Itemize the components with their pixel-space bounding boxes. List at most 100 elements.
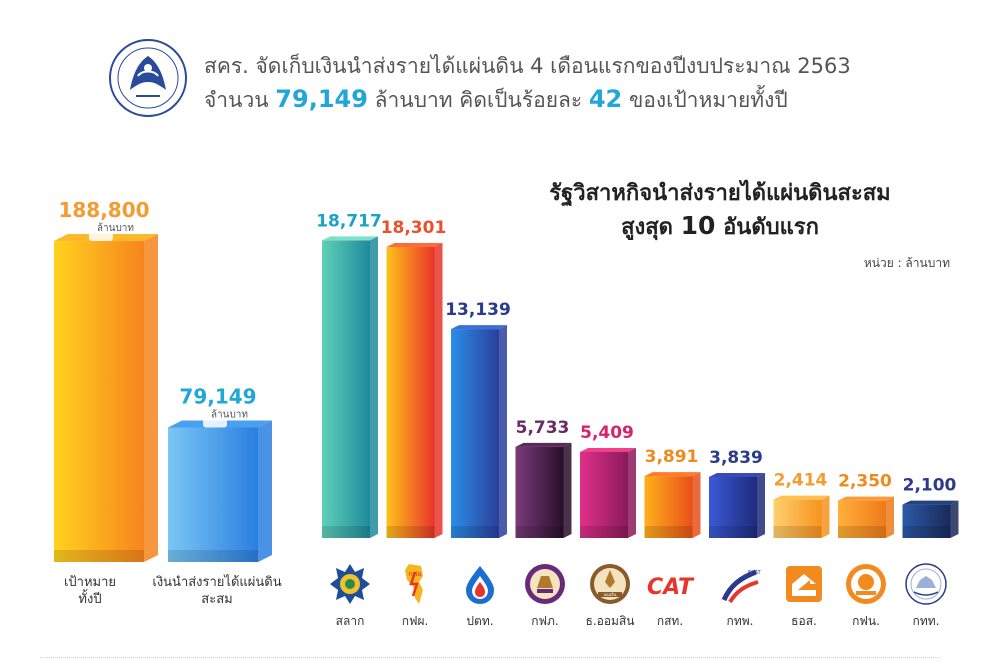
chart-title-pre: สูงสุด — [621, 215, 673, 240]
bar-side — [563, 442, 572, 538]
bar-base-shade — [451, 526, 499, 538]
top10-bar-1 — [386, 243, 443, 538]
bar-side — [144, 234, 158, 563]
logo-cell-pea: กฟภ. — [517, 562, 573, 631]
left-bar-1 — [168, 420, 272, 562]
mea-logo-icon — [846, 564, 886, 604]
bar-side — [499, 325, 507, 538]
cat-logo-text: CAT — [647, 575, 695, 600]
logo-name: กทท. — [912, 614, 940, 628]
collected-label-line-1: เงินนำส่งรายได้แผ่นดิน — [152, 575, 282, 590]
bar-base-shade — [838, 526, 886, 538]
logo-cell-gsb: ออมสิน ธ.ออมสิน — [582, 562, 638, 631]
ghb-logo-icon — [786, 566, 822, 602]
logo-name: ปตท. — [466, 614, 494, 628]
bar-side — [692, 472, 701, 538]
collected-label: เงินนำส่งรายได้แผ่นดิน สะสม — [152, 574, 282, 608]
bar-top — [644, 472, 701, 477]
chart-title-post: อันดับแรก — [723, 215, 819, 240]
left-bar-unit-label: ล้านบาท — [211, 408, 248, 420]
bar-front — [451, 329, 499, 538]
bar-side — [886, 496, 894, 538]
top10-bar-5 — [644, 472, 701, 538]
bar-side — [434, 243, 443, 538]
logo-cell-ptt: ปตท. — [452, 562, 508, 631]
logo-cell-pat: กทท. — [898, 562, 954, 631]
logo-name: สลาก — [335, 614, 365, 628]
target-label-line-2: ทั้งปี — [78, 592, 102, 607]
top10-bar-value-label: 5,409 — [580, 423, 634, 443]
bar-base-shade — [580, 526, 628, 538]
logo-cell-lottery: สลาก — [322, 562, 378, 631]
bar-side — [950, 500, 959, 538]
logo-cell-ghb: ธอส. — [776, 562, 832, 631]
bar-front — [902, 504, 951, 538]
bar-base-shade — [322, 526, 370, 538]
bar-front — [709, 476, 757, 538]
bar-top — [709, 472, 765, 477]
chart-title-num: 10 — [680, 211, 716, 240]
bar-base-shade — [515, 526, 564, 538]
logo-cell-cat: CAT กสท. — [637, 562, 703, 631]
headline-post: ของเป้าหมายทั้งปี — [628, 88, 788, 112]
ptt-logo-icon — [466, 566, 494, 604]
top10-bar-2 — [451, 325, 507, 538]
headline-line-2: จำนวน 79,149 ล้านบาท คิดเป็นร้อยละ 42 ขอ… — [204, 84, 788, 117]
top10-bar-value-label: 2,100 — [903, 476, 957, 496]
left-bar-unit-label: ล้านบาท — [97, 222, 134, 234]
cat-logo-icon: CAT — [647, 575, 695, 600]
chart-title-line-2: สูงสุด 10 อันดับแรก — [500, 210, 940, 244]
lottery-logo-icon — [330, 564, 370, 604]
bar-base-shade — [902, 526, 951, 538]
logo-cell-exat: EXAT กทพ. — [712, 562, 768, 631]
header: สคร. จัดเก็บเงินนำส่งรายได้แผ่นดิน 4 เดื… — [108, 38, 968, 118]
top10-bar-value-label: 13,139 — [445, 300, 511, 320]
gsb-logo-text: ออมสิน — [604, 592, 617, 597]
bar-side — [821, 495, 830, 538]
left-bar-value-label: 79,149 — [179, 384, 256, 408]
top10-bar-3 — [515, 442, 572, 538]
bar-front — [515, 446, 564, 538]
top10-bar-value-label: 2,350 — [838, 472, 892, 492]
top10-bar-value-label: 2,414 — [774, 471, 828, 491]
bar-base-shade — [709, 526, 757, 538]
bar-front — [644, 476, 693, 538]
collected-label-line-2: สะสม — [201, 592, 233, 607]
logo-name: กทพ. — [726, 614, 754, 628]
unit-label: หน่วย : ล้านบาท — [863, 256, 950, 270]
chart-title: รัฐวิสาหกิจนำส่งรายได้แผ่นดินสะสม สูงสุด… — [500, 178, 940, 244]
chart-title-line-1: รัฐวิสาหกิจนำส่งรายได้แผ่นดินสะสม — [549, 181, 891, 206]
logo-name: กฟน. — [852, 614, 880, 628]
top10-bar-value-label: 5,733 — [516, 418, 570, 438]
bar-front — [322, 240, 370, 538]
bar-top — [902, 500, 959, 505]
bar-top — [580, 447, 636, 452]
pat-logo-icon — [905, 563, 947, 605]
sepo-mini-icon — [89, 231, 113, 242]
bar-top — [773, 495, 830, 500]
logo-name: กฟผ. — [401, 614, 429, 628]
bar-front — [168, 427, 258, 562]
bar-front — [838, 500, 886, 538]
logo-name: กฟภ. — [531, 614, 559, 628]
top10-bar-value-label: 18,301 — [381, 218, 447, 238]
bar-top — [838, 496, 894, 501]
logo-name: กสท. — [656, 614, 684, 628]
sepo-mini-icon — [203, 417, 227, 428]
bar-base-shade — [386, 526, 435, 538]
headline-percent: 42 — [588, 85, 623, 113]
top10-bar-9 — [902, 500, 959, 538]
headline-amount: 79,149 — [275, 85, 368, 113]
bar-base-shade — [773, 526, 822, 538]
bar-top — [515, 442, 572, 447]
logo-cell-mea: กฟน. — [838, 562, 894, 631]
sepo-seal-icon — [109, 39, 187, 117]
headline-pre: จำนวน — [204, 88, 269, 112]
egat-logo-icon: กฟผ — [405, 564, 423, 604]
bar-side — [757, 472, 765, 538]
top10-bar-7 — [773, 495, 830, 538]
target-label: เป้าหมาย ทั้งปี — [60, 574, 120, 608]
bar-side — [258, 420, 272, 562]
